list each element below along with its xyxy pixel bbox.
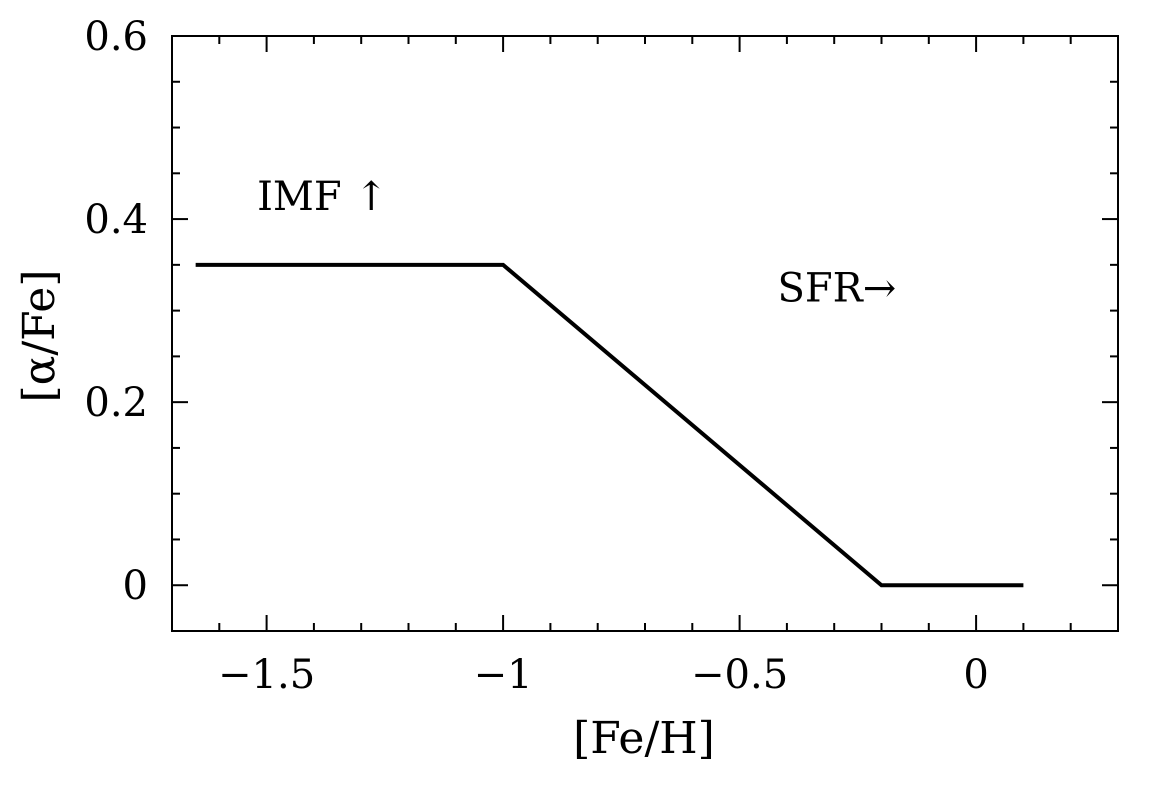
- y-tick-label: 0.2: [84, 380, 148, 426]
- y-tick-labels: 0 0.2 0.4 0.6: [84, 14, 148, 609]
- data-lines: [195, 262, 1024, 588]
- x-tick-labels: −1.5 −1 −0.5 0: [218, 652, 989, 698]
- x-axis-label: [Fe/H]: [573, 713, 715, 764]
- plot-frame: [171, 35, 1119, 632]
- y-tick-label: 0: [123, 563, 148, 609]
- y-tick-label: 0.4: [84, 197, 148, 243]
- annotation-label: SFR→: [777, 265, 896, 311]
- x-tick-label: 0: [963, 652, 988, 698]
- annotations: IMF ↑ SFR→: [257, 174, 896, 312]
- x-tick-label: −1: [474, 652, 533, 698]
- tick-marks: [171, 35, 1119, 631]
- annotation-label: IMF ↑: [257, 174, 388, 220]
- series-line: [195, 262, 1024, 588]
- x-tick-label: −1.5: [218, 652, 315, 698]
- y-axis-label: [α/Fe]: [14, 269, 65, 402]
- y-tick-label: 0.6: [84, 14, 148, 60]
- x-tick-label: −0.5: [691, 652, 788, 698]
